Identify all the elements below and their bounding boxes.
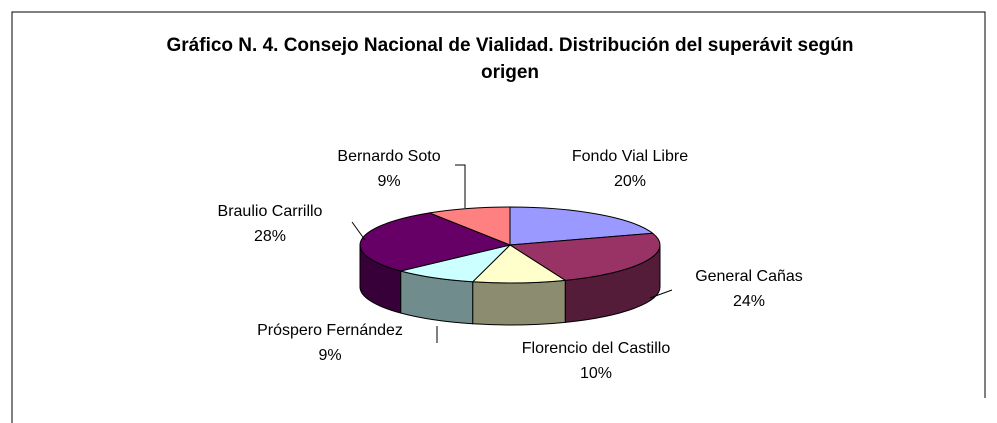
slice-label: Florencio del Castillo <box>522 340 671 357</box>
slice-label: Bernardo Soto <box>337 148 440 165</box>
leader-line <box>351 221 366 241</box>
slice-value-label: 9% <box>377 173 400 190</box>
chart-title: Gráfico N. 4. Consejo Nacional de Vialid… <box>166 35 854 83</box>
slice <box>509 206 654 246</box>
slice-label: Próspero Fernández <box>257 322 403 339</box>
slice <box>359 212 512 272</box>
slice-value-label: 24% <box>733 293 765 310</box>
leader-line <box>455 164 466 208</box>
slice <box>471 244 567 284</box>
slice <box>400 244 512 283</box>
chart-frame <box>11 11 986 423</box>
slice-value-label: 28% <box>254 228 286 245</box>
slice-label: Fondo Vial Libre <box>572 148 688 165</box>
slice-value-label: 9% <box>318 347 341 364</box>
slice-label: Braulio Carrillo <box>218 203 323 220</box>
slice-side <box>472 279 566 326</box>
slice-value-label: 20% <box>614 173 646 190</box>
leader-line <box>649 289 673 299</box>
slice-label: General Cañas <box>695 268 803 285</box>
slice-value-label: 10% <box>580 365 612 382</box>
slice <box>427 206 511 246</box>
